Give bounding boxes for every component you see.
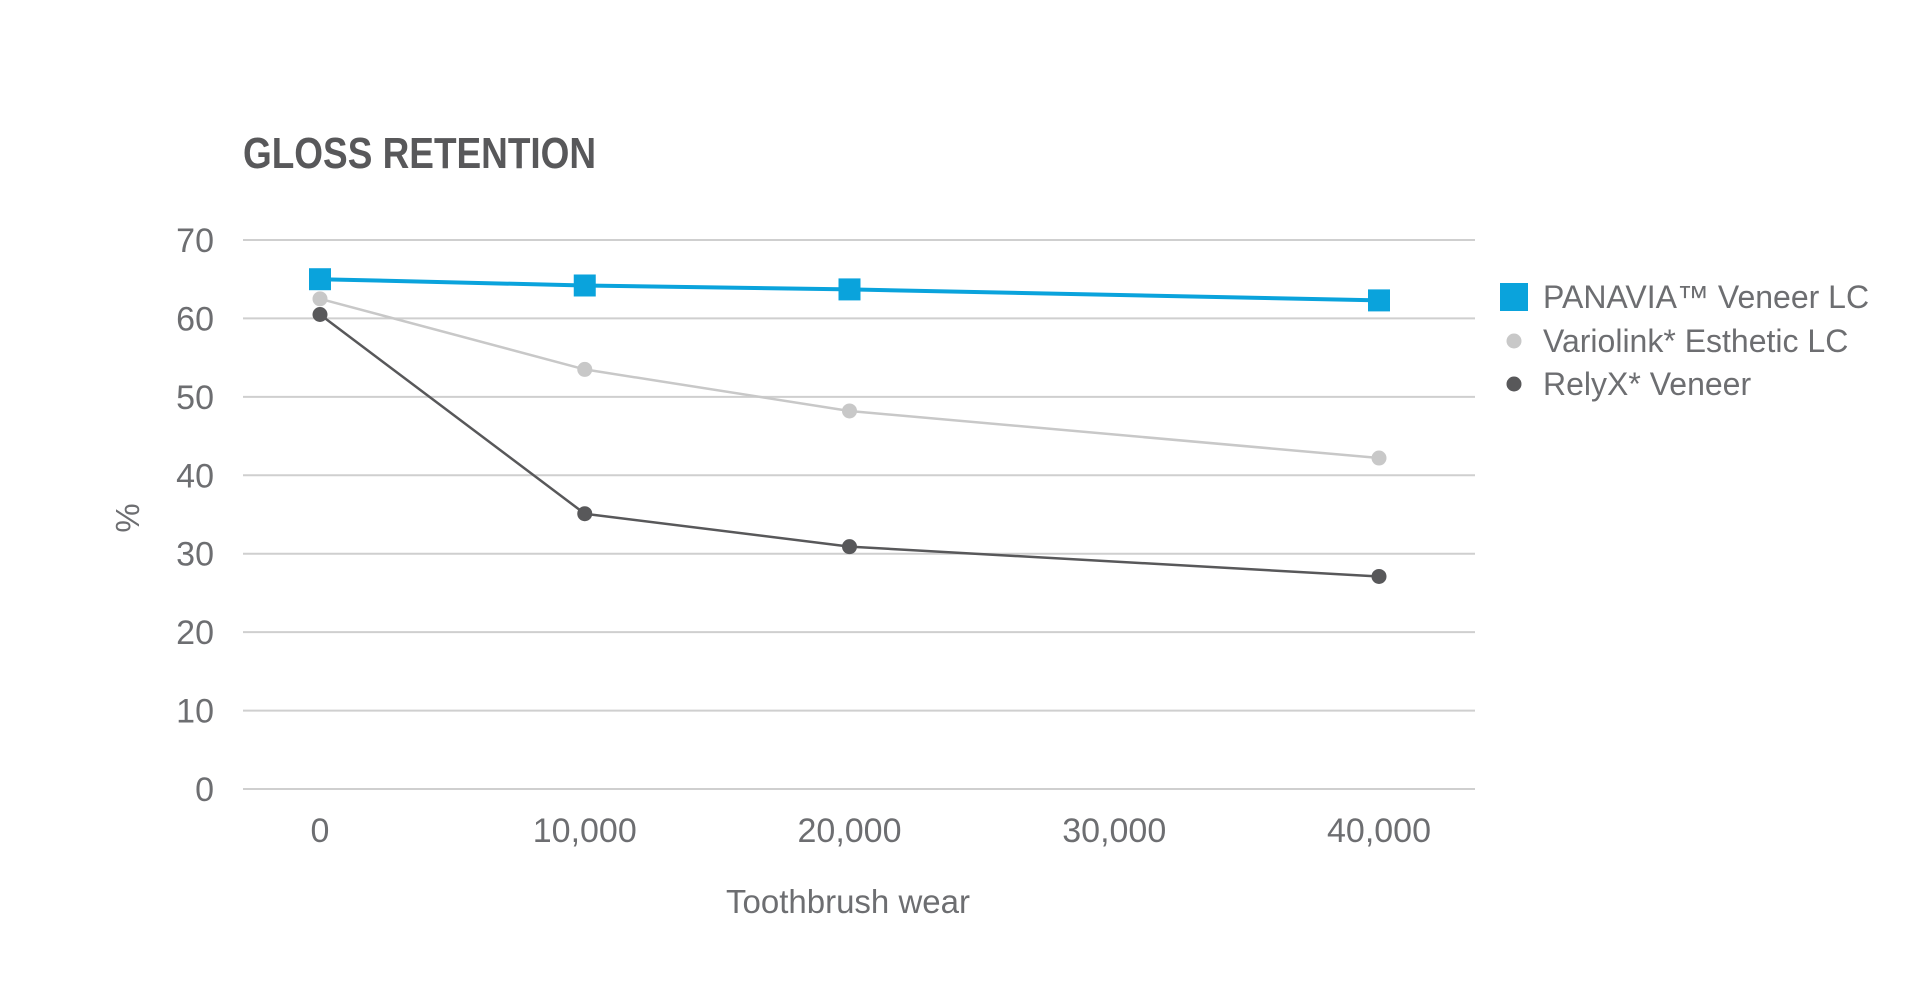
- data-point: [842, 539, 857, 555]
- x-axis-ticks: 0 10,000 20,000 30,000 40,000: [311, 812, 1431, 850]
- data-point: [309, 268, 331, 291]
- data-point: [1371, 568, 1387, 584]
- y-axis-label: %: [109, 503, 146, 532]
- data-point: [573, 274, 596, 297]
- series-line: [319, 297, 1380, 460]
- data-point: [1368, 289, 1390, 312]
- y-tick-label: 30: [176, 536, 214, 574]
- y-tick-label: 20: [176, 614, 214, 652]
- data-point: [838, 278, 861, 301]
- series-1: [312, 291, 1387, 466]
- legend-label: RelyX* Veneer: [1543, 366, 1751, 402]
- legend-label: PANAVIA™ Veneer LC: [1543, 279, 1869, 315]
- series-0: [309, 268, 1390, 312]
- data-point: [577, 361, 593, 377]
- legend-item: Variolink* Esthetic LC: [1506, 323, 1848, 359]
- series-line: [319, 313, 1380, 578]
- y-tick-label: 40: [176, 457, 214, 495]
- gridlines: [243, 239, 1475, 790]
- data-point: [842, 403, 857, 419]
- legend-item: RelyX* Veneer: [1506, 366, 1751, 402]
- x-tick-label: 40,000: [1327, 812, 1431, 850]
- y-axis-ticks: 0 10 20 30 40 50 60 70: [176, 222, 214, 809]
- legend-item: PANAVIA™ Veneer LC: [1500, 279, 1869, 315]
- y-tick-label: 0: [195, 771, 214, 809]
- x-tick-label: 20,000: [798, 812, 902, 850]
- legend-marker: [1500, 283, 1528, 311]
- data-point: [1371, 450, 1387, 466]
- legend: PANAVIA™ Veneer LC Variolink* Esthetic LC…: [1500, 279, 1869, 402]
- y-tick-label: 70: [176, 222, 214, 260]
- legend-label: Variolink* Esthetic LC: [1543, 323, 1848, 359]
- chart-title: GLOSS RETENTION: [243, 128, 596, 178]
- x-tick-label: 0: [311, 812, 330, 850]
- data-point: [312, 291, 328, 307]
- series-2: [312, 307, 1387, 584]
- y-tick-label: 60: [176, 300, 214, 338]
- data-point: [577, 506, 593, 522]
- y-tick-label: 10: [176, 693, 214, 731]
- legend-marker: [1506, 333, 1522, 349]
- x-axis-label: Toothbrush wear: [726, 883, 970, 920]
- series-line: [319, 277, 1380, 303]
- data-point: [312, 307, 328, 323]
- x-tick-label: 10,000: [533, 812, 637, 850]
- x-tick-label: 30,000: [1062, 812, 1166, 850]
- y-tick-label: 50: [176, 379, 214, 417]
- data-series: [309, 268, 1390, 584]
- legend-marker: [1506, 376, 1522, 392]
